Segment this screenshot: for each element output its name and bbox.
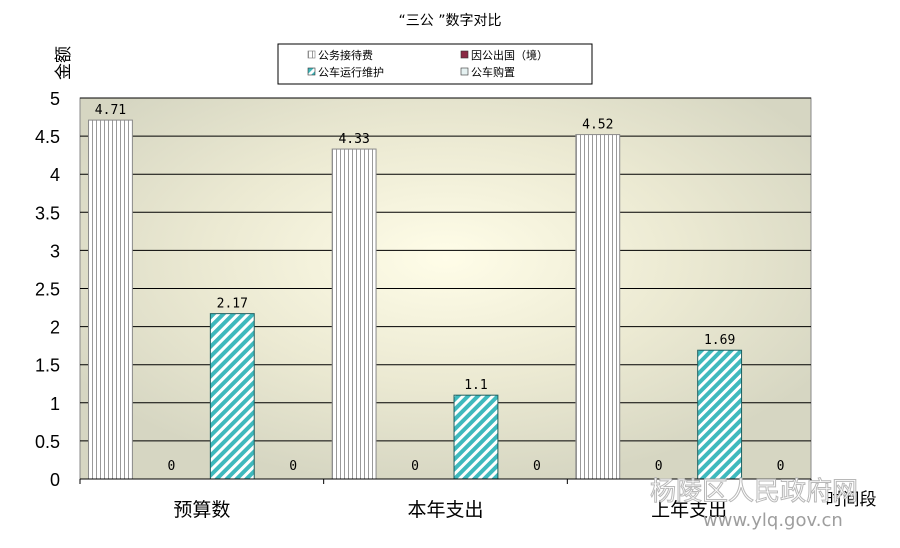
watermark: 杨陵区人民政府网 www.ylq.gov.cn <box>650 477 859 532</box>
legend-item-1: 因公出国（境） <box>460 48 548 62</box>
data-label: 0 <box>655 459 663 474</box>
legend-swatch-1 <box>460 50 469 59</box>
y-tick-label: 0.5 <box>35 432 60 452</box>
bar <box>697 349 743 480</box>
y-tick-label: 2 <box>50 318 60 338</box>
data-label: 2.17 <box>217 297 248 312</box>
data-label: 4.52 <box>582 118 613 133</box>
legend-label-2: 公车运行维护 <box>318 65 384 79</box>
y-tick-label: 5 <box>50 89 60 109</box>
legend-item-3: 公车购置 <box>460 65 515 79</box>
legend-swatch-0 <box>307 50 316 59</box>
legend-box <box>277 43 593 85</box>
data-label: 1.1 <box>464 378 487 393</box>
x-category-label: 上年支出 <box>651 499 727 521</box>
y-tick-label: 2.5 <box>35 280 60 300</box>
data-label: 0 <box>167 459 175 474</box>
y-axis-title: 金额 <box>54 46 74 80</box>
bar <box>88 119 133 480</box>
watermark-url: www.ylq.gov.cn <box>703 510 843 531</box>
y-tick-label: 3 <box>50 241 60 261</box>
x-category-label: 本年支出 <box>407 499 483 521</box>
data-label: 4.71 <box>95 103 126 118</box>
legend-label-0: 公务接待费 <box>318 48 373 62</box>
legend-swatch-2 <box>307 67 316 76</box>
bar <box>575 134 621 480</box>
bar <box>331 148 377 480</box>
y-tick-label: 1.5 <box>35 356 60 376</box>
y-tick-label: 3.5 <box>35 203 60 223</box>
watermark-site-name: 杨陵区人民政府网 <box>650 477 858 507</box>
bars <box>88 119 743 480</box>
y-tick-label: 4 <box>50 165 60 185</box>
bar <box>453 394 499 480</box>
data-label: 0 <box>411 459 419 474</box>
gridlines <box>80 97 811 442</box>
data-label: 1.69 <box>704 333 735 348</box>
data-label: 0 <box>533 459 541 474</box>
data-label: 0 <box>777 459 785 474</box>
legend-swatch-3 <box>460 67 469 76</box>
chart-title: “三公 ”数字对比 <box>399 13 502 29</box>
data-labels: 4.71 0 2.17 0 4.33 0 1.1 0 4.52 0 1.69 0 <box>95 103 785 474</box>
legend-label-1: 因公出国（境） <box>471 48 548 62</box>
data-label: 0 <box>289 459 297 474</box>
data-label: 4.33 <box>338 132 369 147</box>
x-axis-title: 时间段 <box>826 490 877 510</box>
legend-item-0: 公务接待费 <box>307 48 373 62</box>
y-tick-label: 1 <box>50 394 60 414</box>
bar <box>209 313 255 480</box>
y-tick-label: 4.5 <box>35 127 60 147</box>
legend: 公务接待费 因公出国（境） 公车运行维护 公车购置 <box>277 43 593 85</box>
x-category-label: 预算数 <box>173 499 230 521</box>
axes: 0 0.5 1 1.5 2 2.5 3 3.5 4 4.5 5 预算数 本年支出 上年支出 <box>35 89 812 521</box>
y-tick-label: 0 <box>50 470 60 490</box>
legend-item-2: 公车运行维护 <box>307 65 384 79</box>
legend-label-3: 公车购置 <box>471 65 515 79</box>
